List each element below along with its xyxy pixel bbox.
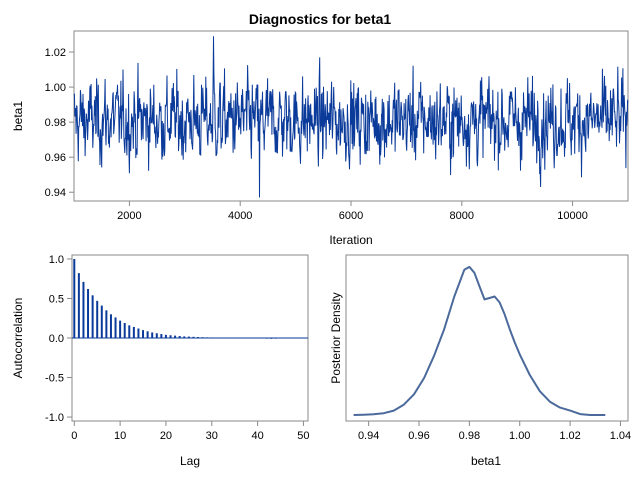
trace-y-tick-label: 0.94: [45, 187, 66, 199]
trace-panel: 2000 4000 6000 8000 10000 0.94 0.96 0.98 1.00 1.…: [11, 30, 629, 247]
density-x-tick-label: 1.02: [559, 430, 580, 442]
trace-x-tick-label: 2000: [117, 210, 141, 222]
trace-y-tick-label: 1.00: [45, 82, 66, 94]
trace-x-ticks: 2000 4000 6000 8000 10000: [117, 201, 588, 222]
trace-x-tick-label: 6000: [339, 210, 363, 222]
trace-y-label: beta1: [11, 101, 25, 131]
acf-y-tick-label: -1.0: [45, 412, 64, 424]
autocorrelation-panel: 0 10 20 30 40 50 1.0 0.5 0.0 -0.5 -1.0 Lag Autoco…: [11, 254, 310, 468]
acf-x-tick-label: 40: [251, 430, 263, 442]
figure-title: Diagnostics for beta1: [249, 11, 392, 27]
density-frame: [345, 254, 629, 422]
density-x-label: beta1: [471, 454, 501, 468]
density-x-tick-label: 0.96: [408, 430, 429, 442]
acf-y-tick-label: 0.0: [49, 333, 64, 345]
acf-x-tick-label: 20: [160, 430, 172, 442]
acf-x-tick-label: 0: [71, 430, 77, 442]
acf-x-label: Lag: [180, 454, 200, 468]
density-x-tick-label: 0.94: [358, 430, 379, 442]
trace-x-tick-label: 4000: [228, 210, 252, 222]
acf-x-tick-label: 50: [297, 430, 309, 442]
acf-x-ticks: 0 10 20 30 40 50: [71, 421, 310, 442]
density-x-tick-label: 0.98: [459, 430, 480, 442]
density-y-label: Posterior Density: [329, 292, 343, 383]
trace-x-tick-label: 8000: [450, 210, 474, 222]
acf-y-tick-label: -0.5: [45, 373, 64, 385]
density-panel: 0.94 0.96 0.98 1.00 1.02 1.04 beta1 Posterior…: [329, 254, 631, 468]
acf-x-tick-label: 10: [114, 430, 126, 442]
trace-line: [73, 36, 629, 198]
density-x-tick-label: 1.00: [509, 430, 530, 442]
density-curve: [353, 265, 606, 416]
acf-y-ticks: 1.0 0.5 0.0 -0.5 -1.0: [45, 254, 72, 424]
acf-y-label: Autocorrelation: [11, 298, 25, 379]
trace-x-tick-label: 10000: [557, 210, 588, 222]
acf-y-tick-label: 1.0: [49, 254, 64, 266]
trace-y-tick-label: 0.98: [45, 117, 66, 129]
density-x-ticks: 0.94 0.96 0.98 1.00 1.02 1.04: [358, 421, 631, 442]
trace-x-label: Iteration: [329, 233, 372, 247]
density-x-tick-label: 1.04: [610, 430, 631, 442]
acf-y-tick-label: 0.5: [49, 293, 64, 305]
density-series-group: [353, 265, 606, 416]
acf-bars-group: [72, 258, 308, 339]
trace-y-tick-label: 1.02: [45, 47, 66, 59]
trace-y-ticks: 0.94 0.96 0.98 1.00 1.02: [45, 47, 74, 199]
acf-x-tick-label: 30: [206, 430, 218, 442]
trace-series-group: [73, 36, 629, 198]
trace-y-tick-label: 0.96: [45, 152, 66, 164]
